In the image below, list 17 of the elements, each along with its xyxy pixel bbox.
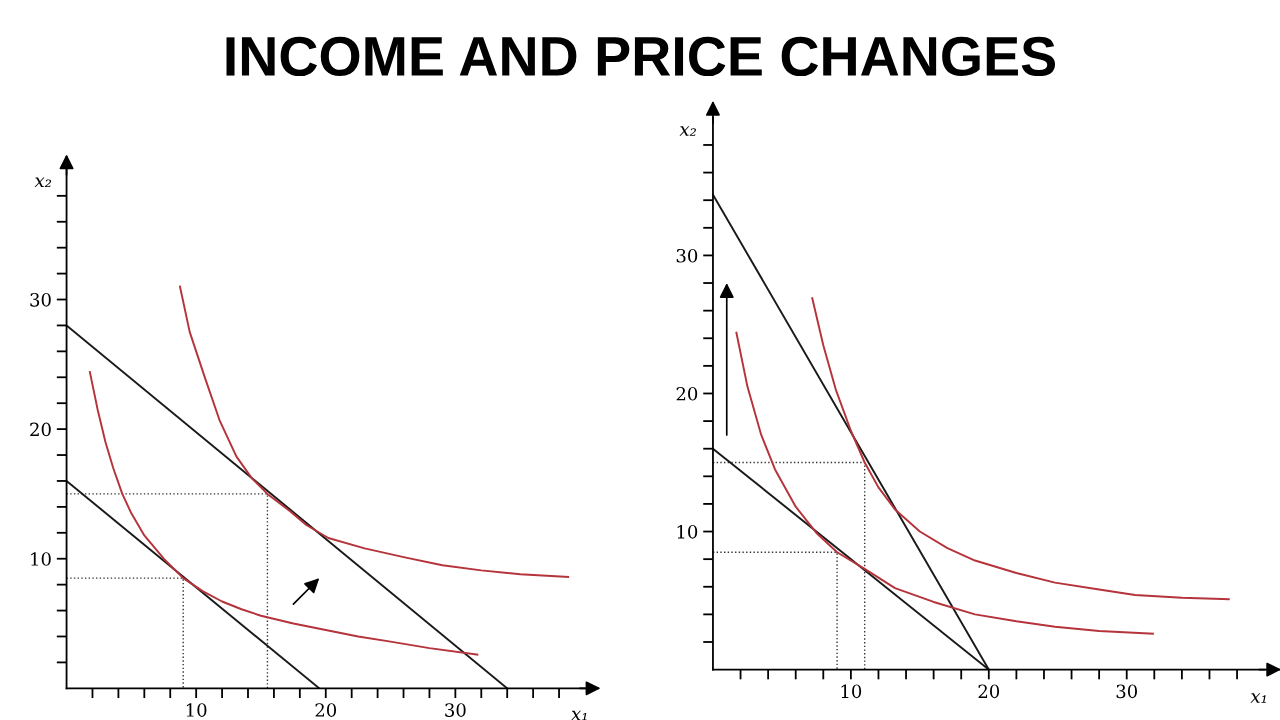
x-tick-label: 20 — [978, 684, 1000, 699]
y-tick-label: 30 — [676, 248, 698, 263]
x-tick-label: 30 — [445, 703, 466, 717]
x-tick-label: 10 — [841, 684, 862, 699]
x-tick-label: 30 — [1116, 684, 1138, 699]
y-axis-title: x₂ — [34, 177, 52, 187]
x-axis-title: x₁ — [1250, 693, 1266, 703]
y-tick-label: 30 — [30, 292, 51, 307]
x-axis-title: x₁ — [571, 710, 587, 720]
x-tick-label: 20 — [315, 703, 337, 717]
y-tick-label: 10 — [677, 525, 698, 539]
x-tick-label: 10 — [186, 703, 207, 717]
y-axis-title: x₂ — [679, 126, 696, 136]
y-tick-label: 20 — [676, 386, 698, 401]
y-tick-label: 20 — [30, 422, 51, 437]
y-tick-label: 10 — [31, 552, 51, 566]
chart-title: INCOME AND PRICE CHANGES — [226, 36, 1056, 77]
